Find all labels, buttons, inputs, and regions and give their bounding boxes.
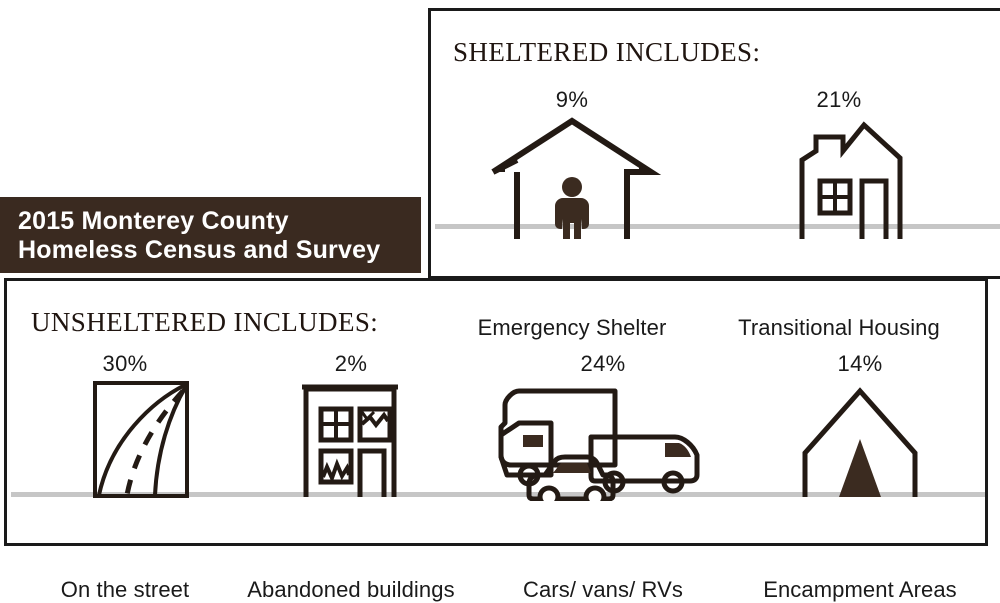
sheltered-panel: SHELTERED INCLUDES: 9% Emergency She [428, 8, 1000, 341]
unsheltered-heading: UNSHELTERED INCLUDES: [31, 307, 379, 337]
unsheltered-item-cars-vans-rvs: 24% [469, 351, 737, 602]
sheltered-item-emergency-shelter: 9% Emergency Shelter [447, 87, 697, 341]
road-in-frame-icon [15, 379, 235, 501]
item-caption: Emergency Shelter [477, 315, 667, 340]
item-caption: Abandoned buildings [247, 577, 455, 602]
house-with-window-and-door-icon [699, 115, 979, 245]
percent-label: 24% [580, 351, 626, 376]
sheltered-item-transitional-housing: 21% Transitional Housing [699, 87, 979, 341]
unsheltered-baseline [11, 492, 985, 497]
percent-label: 2% [334, 351, 368, 376]
unsheltered-item-abandoned-buildings: 2% [235, 351, 467, 603]
house-open-with-person-icon [447, 115, 697, 245]
tent-icon [739, 379, 981, 501]
percent-label: 21% [816, 87, 862, 112]
unsheltered-item-on-the-street: 30% On the street [15, 351, 235, 603]
title-line-1: 2015 Monterey County [18, 207, 289, 235]
sheltered-heading: SHELTERED INCLUDES: [453, 37, 761, 67]
item-caption: Encampment Areas [763, 577, 957, 602]
percent-label: 14% [837, 351, 883, 376]
unsheltered-panel: UNSHELTERED INCLUDES: 30% On the street … [4, 278, 988, 603]
title-block: 2015 Monterey County Homeless Census and… [0, 197, 421, 273]
unsheltered-item-encampment-areas: 14% Encampment Areas [739, 351, 981, 603]
percent-label: 30% [102, 351, 148, 376]
item-caption: Transitional Housing [738, 315, 940, 340]
item-caption: Cars/ vans/ RVs [522, 577, 684, 602]
item-caption: On the street [60, 577, 190, 602]
rv-van-car-icon [469, 379, 737, 501]
infographic-root: SHELTERED INCLUDES: 9% Emergency She [0, 8, 1000, 603]
title-line-2: Homeless Census and Survey [18, 236, 381, 264]
sheltered-baseline [435, 224, 1000, 229]
abandoned-building-icon [235, 379, 467, 501]
percent-label: 9% [555, 87, 589, 112]
